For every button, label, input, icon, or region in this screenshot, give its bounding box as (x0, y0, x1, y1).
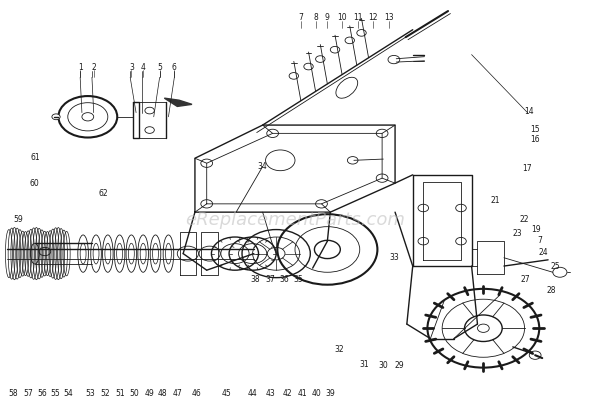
Text: 39: 39 (326, 389, 335, 398)
Text: 30: 30 (378, 361, 388, 370)
Text: 12: 12 (369, 13, 378, 22)
Text: 48: 48 (158, 389, 168, 398)
Text: 23: 23 (513, 229, 522, 238)
Text: 47: 47 (172, 389, 182, 398)
Text: 43: 43 (266, 389, 275, 398)
Polygon shape (165, 98, 192, 106)
Text: 32: 32 (335, 345, 344, 354)
Text: 57: 57 (23, 389, 32, 398)
Text: 17: 17 (523, 164, 532, 173)
Text: 3: 3 (129, 62, 134, 72)
Text: 37: 37 (266, 275, 275, 284)
Text: 9: 9 (325, 13, 330, 22)
Text: 45: 45 (221, 389, 231, 398)
Text: 15: 15 (530, 125, 540, 134)
Text: 21: 21 (490, 196, 500, 205)
Text: 56: 56 (37, 389, 47, 398)
Text: 40: 40 (312, 389, 322, 398)
Text: 14: 14 (524, 107, 533, 116)
Text: 53: 53 (86, 389, 95, 398)
Text: 10: 10 (337, 13, 347, 22)
Text: 6: 6 (172, 62, 177, 72)
Text: 41: 41 (298, 389, 307, 398)
Text: 54: 54 (64, 389, 73, 398)
Text: 44: 44 (248, 389, 257, 398)
Text: 4: 4 (140, 62, 146, 72)
Text: 42: 42 (283, 389, 292, 398)
Text: 34: 34 (258, 162, 267, 171)
Text: 13: 13 (384, 13, 394, 22)
Text: 60: 60 (30, 179, 40, 188)
Text: 62: 62 (99, 189, 109, 198)
Text: 50: 50 (129, 389, 139, 398)
Text: 58: 58 (9, 389, 18, 398)
Text: 49: 49 (144, 389, 154, 398)
Text: 8: 8 (313, 13, 318, 22)
Text: 7: 7 (299, 13, 303, 22)
Text: 28: 28 (546, 287, 556, 295)
Text: 51: 51 (116, 389, 125, 398)
Text: 1: 1 (78, 62, 83, 72)
Text: 55: 55 (51, 389, 60, 398)
Text: 33: 33 (389, 253, 399, 262)
Text: 22: 22 (520, 215, 529, 224)
Text: 2: 2 (91, 62, 96, 72)
Text: 35: 35 (293, 275, 303, 284)
Text: 29: 29 (395, 361, 405, 370)
Text: 7: 7 (537, 236, 542, 245)
Text: 5: 5 (157, 62, 162, 72)
Text: 11: 11 (353, 13, 363, 22)
Text: 61: 61 (30, 153, 40, 162)
Text: 19: 19 (532, 225, 541, 234)
Text: 38: 38 (251, 275, 260, 284)
Text: eReplacementParts.com: eReplacementParts.com (185, 211, 405, 230)
Text: 16: 16 (530, 135, 540, 144)
Text: 27: 27 (521, 275, 530, 284)
Text: 52: 52 (101, 389, 110, 398)
Text: 31: 31 (360, 360, 369, 369)
Text: 59: 59 (14, 215, 23, 224)
Text: 24: 24 (539, 248, 548, 257)
Text: 46: 46 (192, 389, 202, 398)
Circle shape (52, 114, 60, 120)
Text: 25: 25 (550, 262, 560, 271)
Text: 36: 36 (280, 275, 289, 284)
